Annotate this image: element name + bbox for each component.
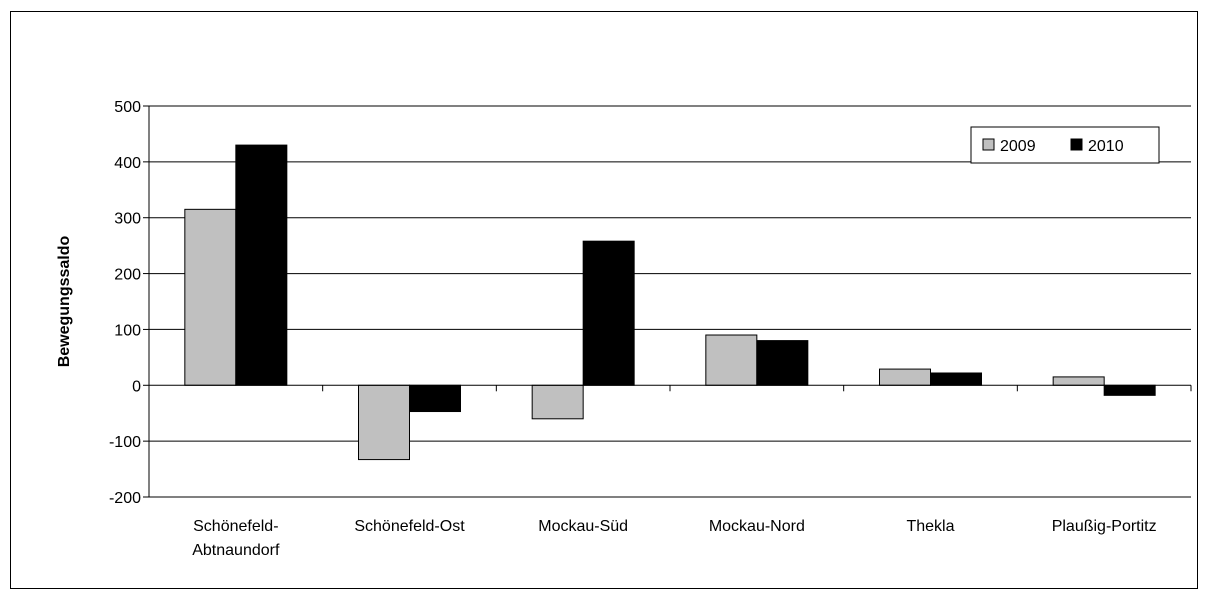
bar-2009-2: [531, 384, 584, 420]
y-tick-label: 400: [114, 155, 141, 172]
y-axis-label: Bewegungssaldo: [56, 235, 73, 367]
bar-2010-1: [409, 384, 461, 413]
x-category-label: Mockau-Süd: [538, 518, 628, 535]
bar-2010-2: [582, 240, 635, 386]
bar-2009-0: [184, 208, 237, 386]
bar-2009-4: [879, 368, 931, 386]
y-tick-label: -100: [109, 434, 141, 451]
bar-2009-3: [705, 334, 758, 386]
legend-swatch: [982, 138, 995, 151]
legend-label: 2009: [1000, 138, 1036, 155]
bar-2009-5: [1052, 376, 1105, 386]
bar-chart: -200 -100 0 100 200 300 400 500 Schönefeld- Abtn…: [56, 99, 1192, 559]
bar-2010-3: [756, 340, 809, 386]
gridlines: [149, 105, 1191, 498]
axes: [143, 105, 1192, 498]
bar-2010-4: [930, 372, 982, 386]
x-category-label: Schönefeld-: [193, 518, 278, 535]
legend-swatch: [1070, 138, 1083, 151]
x-category-label: Mockau-Nord: [709, 518, 805, 535]
y-tick-label: 300: [114, 211, 141, 228]
y-tick-label: 0: [132, 378, 141, 395]
y-tick-label: 100: [114, 322, 141, 339]
bar-2010-5: [1103, 384, 1156, 396]
y-tick-label: 200: [114, 267, 141, 284]
x-category-label: Abtnaundorf: [192, 542, 280, 559]
legend-box: [970, 126, 1160, 164]
y-tick-label: 500: [114, 99, 141, 116]
x-category-label: Schönefeld-Ost: [354, 518, 465, 535]
x-category-label: Thekla: [906, 518, 954, 535]
legend: 2009 2010: [970, 126, 1160, 164]
x-category-labels: Schönefeld- Abtnaundorf Schönefeld-Ost Mock…: [192, 518, 1156, 559]
y-tick-label: -200: [109, 490, 141, 507]
bar-2009-1: [358, 384, 410, 461]
legend-label: 2010: [1088, 138, 1124, 155]
x-category-label: Plaußig-Portitz: [1052, 518, 1157, 535]
y-tick-labels: -200 -100 0 100 200 300 400 500: [109, 99, 141, 507]
chart-frame: -200 -100 0 100 200 300 400 500 Schönefeld- Abtn…: [10, 11, 1198, 589]
bar-2010-0: [235, 144, 288, 386]
bars: [184, 144, 1156, 461]
